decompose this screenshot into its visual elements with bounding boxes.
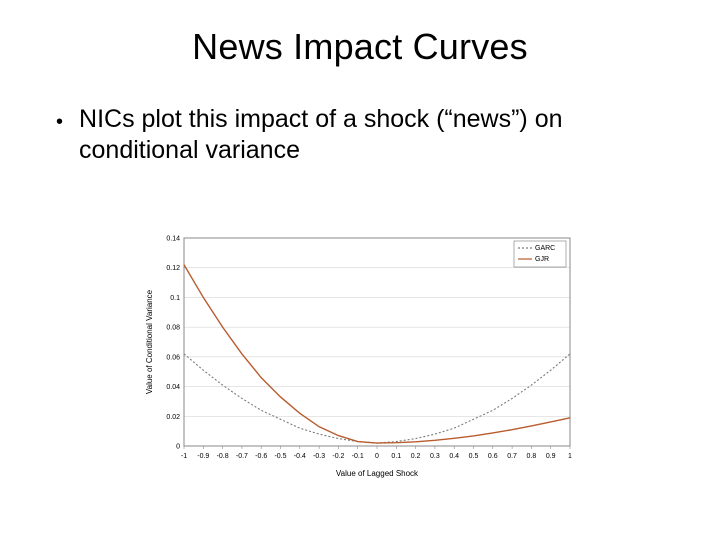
svg-text:-0.4: -0.4 — [294, 453, 306, 460]
bullet-marker: • — [56, 106, 63, 138]
x-axis-label: Value of Lagged Shock — [336, 469, 419, 478]
svg-text:0.04: 0.04 — [166, 384, 180, 391]
svg-text:-1: -1 — [181, 453, 187, 460]
svg-text:0.2: 0.2 — [411, 453, 421, 460]
svg-text:-0.5: -0.5 — [274, 453, 286, 460]
slide-title: News Impact Curves — [0, 26, 720, 68]
y-axis-label: Value of Conditional Variance — [145, 289, 154, 394]
slide: News Impact Curves • NICs plot this impa… — [0, 0, 720, 540]
svg-text:0.1: 0.1 — [170, 295, 180, 302]
svg-text:-0.7: -0.7 — [236, 453, 248, 460]
svg-text:-0.3: -0.3 — [313, 453, 325, 460]
svg-text:0.8: 0.8 — [527, 453, 537, 460]
svg-text:0.9: 0.9 — [546, 453, 556, 460]
chart-svg: 0 0.02 0.04 0.06 0.08 0.1 0.12 0.14 -1 -0.9 -0.8 -0… — [140, 230, 580, 480]
svg-text:-0.6: -0.6 — [255, 453, 267, 460]
svg-text:0.5: 0.5 — [469, 453, 479, 460]
svg-text:0: 0 — [375, 453, 379, 460]
bullet-text: NICs plot this impact of a shock (“news”… — [79, 104, 664, 167]
svg-text:-0.2: -0.2 — [332, 453, 344, 460]
svg-text:-0.8: -0.8 — [217, 453, 229, 460]
svg-text:0.4: 0.4 — [449, 453, 459, 460]
svg-text:0.06: 0.06 — [166, 354, 180, 361]
bullet-row: • NICs plot this impact of a shock (“new… — [56, 104, 664, 167]
svg-text:0.3: 0.3 — [430, 453, 440, 460]
svg-text:0.14: 0.14 — [166, 236, 180, 243]
svg-text:0.08: 0.08 — [166, 325, 180, 332]
svg-text:0.1: 0.1 — [391, 453, 401, 460]
svg-text:0: 0 — [176, 444, 180, 451]
legend-label: GJR — [535, 256, 549, 263]
nic-chart: 0 0.02 0.04 0.06 0.08 0.1 0.12 0.14 -1 -0.9 -0.8 -0… — [140, 230, 580, 480]
svg-text:0.02: 0.02 — [166, 414, 180, 421]
svg-text:0.12: 0.12 — [166, 265, 180, 272]
svg-text:1: 1 — [568, 453, 572, 460]
legend-label: GARC — [535, 245, 555, 252]
svg-text:-0.1: -0.1 — [352, 453, 364, 460]
svg-text:0.7: 0.7 — [507, 453, 517, 460]
svg-text:-0.9: -0.9 — [197, 453, 209, 460]
svg-text:0.6: 0.6 — [488, 453, 498, 460]
